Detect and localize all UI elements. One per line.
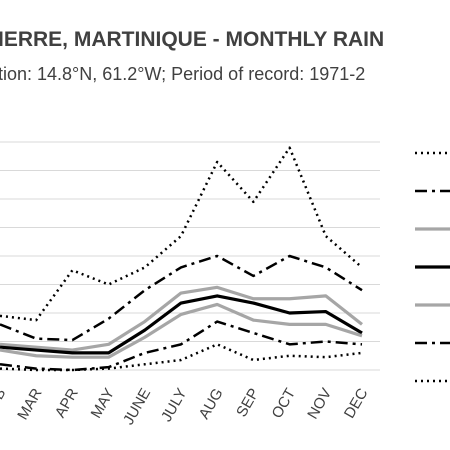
series-line [0, 320, 363, 372]
series-line [0, 302, 363, 359]
x-tick-label: JUNE [120, 386, 154, 428]
x-tick-label: OCT [269, 386, 300, 422]
x-tick-label: MAY [88, 386, 118, 422]
x-tick-label: B [0, 386, 9, 403]
series-line [0, 285, 363, 352]
x-tick-label: NOV [304, 386, 335, 423]
x-tick-label: SEP [233, 386, 263, 420]
chart-title: IERRE, MARTINIQUE - MONTHLY RAIN [0, 28, 384, 51]
x-tick-label: DEC [341, 385, 372, 421]
x-tick-label: JULY [158, 386, 191, 425]
x-tick-label: APR [52, 385, 82, 420]
x-tick-label: AUG [196, 386, 227, 423]
series-line [0, 294, 363, 355]
x-tick-label: MAR [14, 385, 45, 423]
series-line [0, 343, 363, 372]
chart-subtitle: tion: 14.8°N, 61.2°W; Period of record: … [0, 64, 365, 84]
series-line [0, 254, 363, 342]
